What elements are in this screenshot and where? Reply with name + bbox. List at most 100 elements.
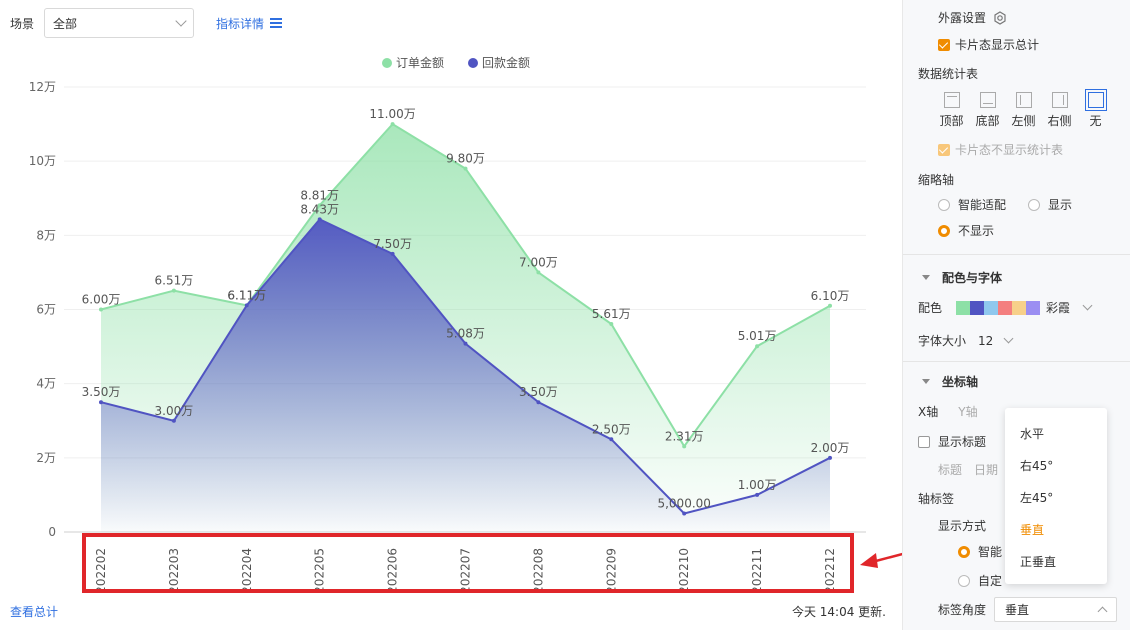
position-bottom-icon	[979, 92, 996, 108]
palette-swatch	[970, 300, 985, 315]
dropdown-option-vertical[interactable]: 垂直	[1020, 523, 1045, 537]
data-label: 6.51万	[155, 274, 194, 288]
list-icon	[270, 18, 283, 28]
data-point	[828, 303, 832, 308]
data-label: 6.00万	[82, 293, 121, 307]
position-top-label: 顶部	[939, 114, 964, 128]
font-size-row[interactable]: 字体大小 12	[918, 332, 1014, 349]
position-right[interactable]: 右侧	[1046, 92, 1073, 129]
position-bottom[interactable]: 底部	[974, 92, 1001, 129]
x-tick-label: 202210	[677, 548, 691, 594]
title-sub-label[interactable]: 标题	[938, 463, 963, 477]
show-title-label: 显示标题	[938, 435, 987, 449]
position-left-label: 左侧	[1011, 114, 1036, 128]
dropdown-option-right45[interactable]: 右45°	[1020, 459, 1054, 473]
legend-item-payment[interactable]: 回款金额	[458, 54, 530, 71]
display-custom-row[interactable]: 自定	[958, 572, 1002, 589]
data-point	[536, 400, 541, 405]
legend-dot-order	[381, 57, 392, 68]
updated-time: 今天 14:04 更新.	[791, 605, 886, 619]
dropdown-option-upright[interactable]: 正垂直	[1020, 555, 1057, 569]
palette-swatch	[984, 300, 999, 315]
palette-name: 彩霞	[1046, 301, 1071, 315]
data-point	[828, 455, 832, 460]
dropdown-option-left45[interactable]: 左45°	[1020, 491, 1054, 505]
data-point	[536, 270, 541, 275]
card-show-total-row[interactable]: 卡片态显示总计	[938, 36, 1039, 53]
display-smart-row[interactable]: 智能	[958, 543, 1002, 560]
thumb-smart-label: 智能适配	[958, 198, 1007, 212]
position-top[interactable]: 顶部	[938, 92, 965, 129]
show-title-row[interactable]: 显示标题	[918, 433, 986, 450]
data-label: 5.08万	[446, 327, 485, 341]
position-none[interactable]: 无	[1082, 89, 1109, 129]
thumb-opt-show[interactable]: 显示	[1028, 196, 1072, 213]
data-label: 2.00万	[811, 441, 850, 455]
data-label: 3.50万	[82, 385, 121, 399]
data-label: 9.80万	[446, 152, 485, 166]
scene-select[interactable]: 全部	[44, 8, 195, 38]
display-custom-radio[interactable]	[958, 574, 970, 587]
data-point	[99, 307, 103, 312]
position-top-icon	[943, 92, 960, 108]
data-point	[755, 344, 760, 349]
data-label: 2.31万	[665, 429, 704, 443]
label-angle-dropdown: 水平 右45° 左45° 垂直 正垂直	[1005, 408, 1107, 584]
chevron-down-icon	[1003, 333, 1014, 344]
position-left-icon	[1015, 92, 1032, 108]
gear-icon[interactable]	[993, 10, 1007, 25]
card-hide-table-row[interactable]: 卡片态不显示统计表	[938, 141, 1063, 158]
thumb-axis-label: 缩略轴	[918, 173, 955, 187]
thumb-opt-hide[interactable]: 不显示	[938, 222, 994, 239]
data-point	[755, 492, 760, 497]
view-total-link[interactable]: 查看总计	[10, 605, 59, 619]
thumb-opt-smart[interactable]: 智能适配	[938, 196, 1006, 213]
tab-x-axis[interactable]: X轴	[918, 405, 939, 419]
legend-dot-payment	[468, 57, 478, 68]
thumb-show-radio[interactable]	[1028, 198, 1040, 211]
data-stat-table-title: 数据统计表	[918, 65, 978, 82]
data-point	[171, 288, 176, 293]
thumb-axis-title: 缩略轴	[918, 171, 954, 188]
color-font-title: 配色与字体	[942, 271, 1003, 285]
display-smart-radio[interactable]	[958, 545, 970, 558]
data-label: 6.10万	[811, 289, 850, 303]
display-smart-label: 智能	[978, 545, 1003, 559]
scene-label: 场景	[10, 16, 35, 31]
display-mode-label: 显示方式	[938, 519, 987, 533]
color-font-section[interactable]: 配色与字体	[922, 269, 1002, 286]
dropdown-option-horizontal[interactable]: 水平	[1020, 427, 1045, 441]
chart-area: 场景 全部 指标详情 订单金额 回款金额	[10, 8, 886, 619]
metric-detail-link[interactable]: 指标详情	[216, 15, 283, 32]
label-angle-row: 标签角度	[938, 601, 986, 618]
thumb-hide-radio[interactable]	[938, 224, 950, 237]
position-left[interactable]: 左侧	[1010, 92, 1037, 129]
data-label: 6.11万	[227, 288, 266, 302]
x-tick-label: 202208	[531, 548, 545, 594]
tab-y-axis[interactable]: Y轴	[958, 405, 978, 419]
axis-section[interactable]: 坐标轴	[922, 373, 978, 390]
date-sub-label[interactable]: 日期	[974, 463, 999, 477]
show-title-checkbox[interactable]	[918, 435, 930, 448]
x-tick-label: 202207	[459, 548, 473, 594]
data-label: 3.50万	[519, 385, 558, 399]
card-show-total-checkbox[interactable]	[938, 38, 950, 51]
palette-swatch	[998, 300, 1013, 315]
data-point	[171, 418, 176, 423]
y-tick-label: 0	[48, 525, 56, 539]
metric-detail-label: 指标详情	[216, 16, 265, 31]
divider	[903, 254, 1130, 255]
thumb-smart-radio[interactable]	[938, 198, 950, 211]
palette-row[interactable]: 配色 彩霞	[918, 299, 1093, 316]
axis-label-title: 轴标签	[918, 490, 954, 507]
legend-item-order[interactable]: 订单金额	[372, 54, 444, 71]
data-label: 3.00万	[155, 404, 194, 418]
exposure-settings-row: 外露设置	[938, 9, 1007, 26]
position-right-icon	[1051, 92, 1068, 108]
collapse-caret-icon	[922, 379, 930, 384]
label-angle-select[interactable]: 垂直	[994, 597, 1117, 622]
label-angle-label: 标签角度	[938, 603, 987, 617]
card-hide-table-checkbox[interactable]	[938, 143, 950, 156]
stat-table-position-group: 顶部 底部 左侧 右侧 无	[938, 89, 1109, 129]
data-label: 5.61万	[592, 307, 631, 321]
